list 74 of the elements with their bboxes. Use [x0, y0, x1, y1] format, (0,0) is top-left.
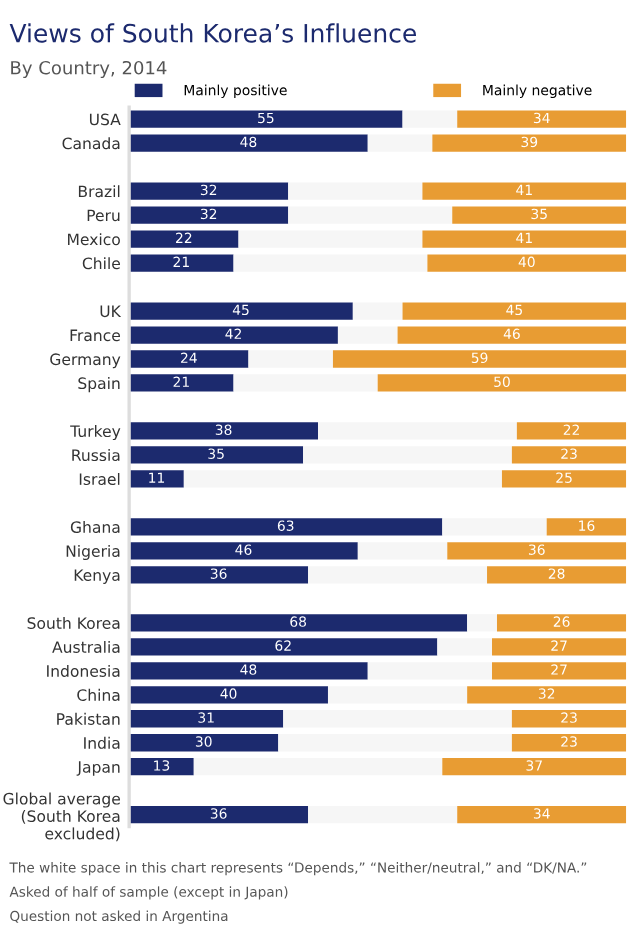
bar	[357, 542, 448, 560]
bar	[422, 182, 627, 200]
bar	[327, 686, 468, 704]
bar	[367, 662, 493, 680]
bar	[318, 422, 517, 440]
bar	[248, 350, 333, 368]
bar	[238, 230, 423, 248]
bar	[129, 662, 368, 680]
chart-title: Views of South Korea’s Influence	[9, 23, 416, 43]
bar	[129, 422, 319, 440]
bar	[332, 350, 627, 368]
bar	[447, 542, 627, 560]
bar	[367, 134, 433, 152]
bar	[129, 374, 234, 392]
bar	[233, 374, 378, 392]
bar	[437, 638, 493, 656]
bar	[337, 326, 398, 344]
bar	[129, 614, 468, 632]
bar	[129, 542, 358, 560]
bar	[308, 806, 458, 824]
bar	[129, 446, 304, 464]
bar	[129, 686, 328, 704]
bar	[129, 518, 443, 536]
bar	[129, 470, 184, 488]
bar	[516, 422, 627, 440]
bar	[233, 254, 428, 272]
bar	[427, 254, 627, 272]
bar	[442, 518, 547, 536]
bar	[129, 110, 403, 128]
bar	[129, 734, 279, 752]
bar	[129, 326, 338, 344]
bar	[278, 734, 512, 752]
bar	[129, 566, 309, 584]
bar	[452, 206, 627, 224]
bar	[183, 470, 502, 488]
bar	[288, 182, 423, 200]
bar	[129, 350, 249, 368]
bar	[129, 710, 284, 728]
bar	[511, 734, 627, 752]
bar	[457, 806, 627, 824]
bar	[129, 230, 239, 248]
bar	[129, 254, 234, 272]
bar	[129, 806, 309, 824]
bar	[501, 470, 627, 488]
bar	[492, 662, 627, 680]
bar	[397, 326, 627, 344]
bar	[492, 638, 627, 656]
bar	[352, 302, 403, 320]
chart-subtitle: By Country, 2014	[11, 60, 167, 79]
bar	[377, 374, 627, 392]
bar	[457, 110, 627, 128]
bar	[129, 182, 289, 200]
bar	[467, 614, 497, 632]
bar	[193, 758, 443, 776]
bar	[442, 758, 627, 776]
bar	[129, 134, 368, 152]
bar	[308, 566, 488, 584]
bar	[422, 230, 627, 248]
bar	[496, 614, 627, 632]
bar	[402, 110, 458, 128]
bar	[546, 518, 627, 536]
bar	[129, 206, 289, 224]
bar	[283, 710, 512, 728]
bar	[129, 638, 438, 656]
bar	[511, 446, 627, 464]
bar	[129, 302, 353, 320]
bar	[129, 758, 194, 776]
bar	[303, 446, 512, 464]
bar	[467, 686, 627, 704]
bar	[511, 710, 627, 728]
bar	[288, 206, 453, 224]
bar	[487, 566, 627, 584]
bar	[402, 302, 627, 320]
bar	[432, 134, 627, 152]
